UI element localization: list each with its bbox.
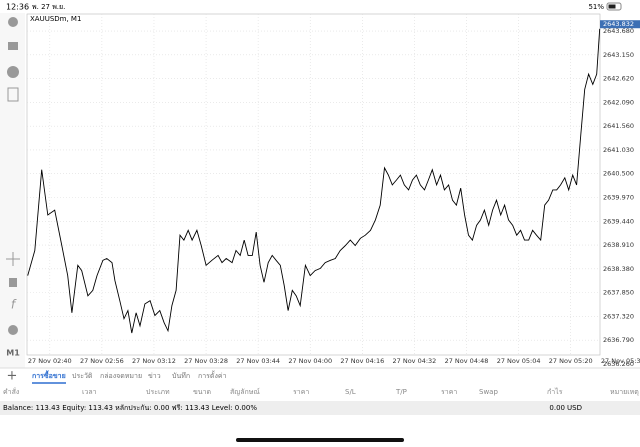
battery-icon [606, 2, 622, 11]
x-tick-label: 27 Nov 04:00 [288, 357, 332, 365]
column-header: คำสั่ง [3, 387, 19, 396]
battery-fill [608, 4, 616, 9]
y-tick-label: 2639.970 [603, 194, 634, 202]
symbol-label: XAUUSDm, M1 [30, 15, 81, 23]
date: พ. 27 พ.ย. [32, 3, 65, 11]
column-header: ประเภท [146, 388, 170, 396]
battery-level: 51% [588, 3, 604, 11]
y-tick-label: 2643.680 [603, 27, 634, 35]
y-tick-label: 2640.500 [603, 170, 634, 178]
column-header: หมายเหตุ [610, 388, 639, 396]
column-header: เวลา [82, 388, 97, 396]
tab[interactable]: กล่องจดหมาย [100, 372, 142, 380]
y-tick-label: 2638.910 [603, 241, 634, 249]
account-icon[interactable] [8, 17, 18, 27]
y-tick-label: 2641.030 [603, 146, 634, 154]
column-header: ขนาด [193, 388, 211, 396]
tab[interactable]: การซื้อขาย [32, 369, 66, 380]
profit: 0.00 [549, 404, 565, 412]
y-tick-label: 2638.380 [603, 265, 634, 273]
y-tick-label: 2643.150 [603, 51, 634, 59]
y-tick-label: 2641.560 [603, 122, 634, 130]
y-tick-label: 2636.790 [603, 336, 634, 344]
tab[interactable]: ประวัติ [72, 372, 93, 380]
y-tick-label: 2637.850 [603, 289, 634, 297]
new-chart-icon[interactable] [7, 87, 19, 102]
x-tick-label: 27 Nov 03:12 [132, 357, 176, 365]
tab[interactable]: การตั้งค่า [198, 369, 227, 380]
add-button[interactable]: + [7, 369, 18, 384]
current-price-label: 2643.832 [603, 20, 634, 28]
x-tick-label: 27 Nov 04:16 [340, 357, 384, 365]
column-header: สัญลักษณ์ [230, 388, 260, 396]
balance-bar [0, 401, 640, 415]
clock: 12:36 [6, 3, 29, 12]
plot-frame [26, 13, 601, 356]
column-header: T/P [395, 388, 407, 396]
x-tick-label: 27 Nov 04:32 [393, 357, 437, 365]
x-tick-label: 27 Nov 05:20 [549, 357, 593, 365]
x-tick-label: 27 Nov 04:48 [445, 357, 489, 365]
column-header: ราคา [293, 388, 309, 396]
x-tick-label: 27 Nov 02:56 [80, 357, 124, 365]
y-tick-label: 2639.440 [603, 217, 634, 225]
column-header: Swap [479, 388, 498, 396]
tab[interactable]: ข่าว [148, 372, 161, 380]
x-tick-label: 27 Nov 03:28 [184, 357, 228, 365]
x-tick-label: 27 Nov 05:04 [497, 357, 541, 365]
x-tick-label: 27 Nov 02:40 [28, 357, 72, 365]
x-tick-label: 27 Nov 05:36 [601, 357, 640, 365]
indicator-icon[interactable]: f [11, 298, 17, 312]
column-header: กำไร [547, 387, 563, 396]
currency: USD [567, 404, 582, 412]
chat-icon[interactable] [7, 66, 19, 78]
x-tick-label: 27 Nov 03:44 [236, 357, 280, 365]
column-header: ราคา [441, 388, 457, 396]
y-tick-label: 2636.260 [603, 360, 634, 368]
y-tick-label: 2637.320 [603, 312, 634, 320]
y-tick-label: 2642.620 [603, 75, 634, 83]
toolbar-icons: f [6, 17, 20, 335]
home-indicator [236, 438, 404, 442]
column-header: S/L [345, 388, 356, 396]
current-price-marker [600, 20, 640, 29]
trade-icon[interactable] [8, 42, 18, 50]
tab[interactable]: บันทึก [172, 371, 190, 380]
crosshair-icon[interactable] [6, 252, 20, 266]
objects-icon[interactable] [8, 325, 18, 335]
balance-summary: Balance: 113.43 Equity: 113.43 หลักประกั… [3, 404, 257, 412]
price-line [27, 28, 601, 334]
chart-type-icon[interactable] [9, 278, 17, 287]
y-tick-label: 2642.090 [603, 98, 634, 106]
timeframe-button[interactable]: M1 [6, 349, 20, 358]
